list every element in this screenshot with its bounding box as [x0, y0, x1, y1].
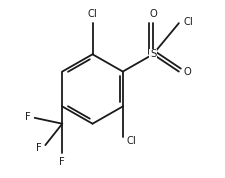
- Text: F: F: [59, 157, 65, 167]
- Text: O: O: [182, 67, 190, 77]
- Text: F: F: [36, 143, 42, 153]
- Text: Cl: Cl: [126, 136, 136, 146]
- Text: Cl: Cl: [182, 17, 192, 27]
- Text: F: F: [25, 112, 31, 122]
- Text: Cl: Cl: [87, 9, 97, 19]
- Text: O: O: [148, 9, 156, 19]
- Text: S: S: [149, 49, 155, 59]
